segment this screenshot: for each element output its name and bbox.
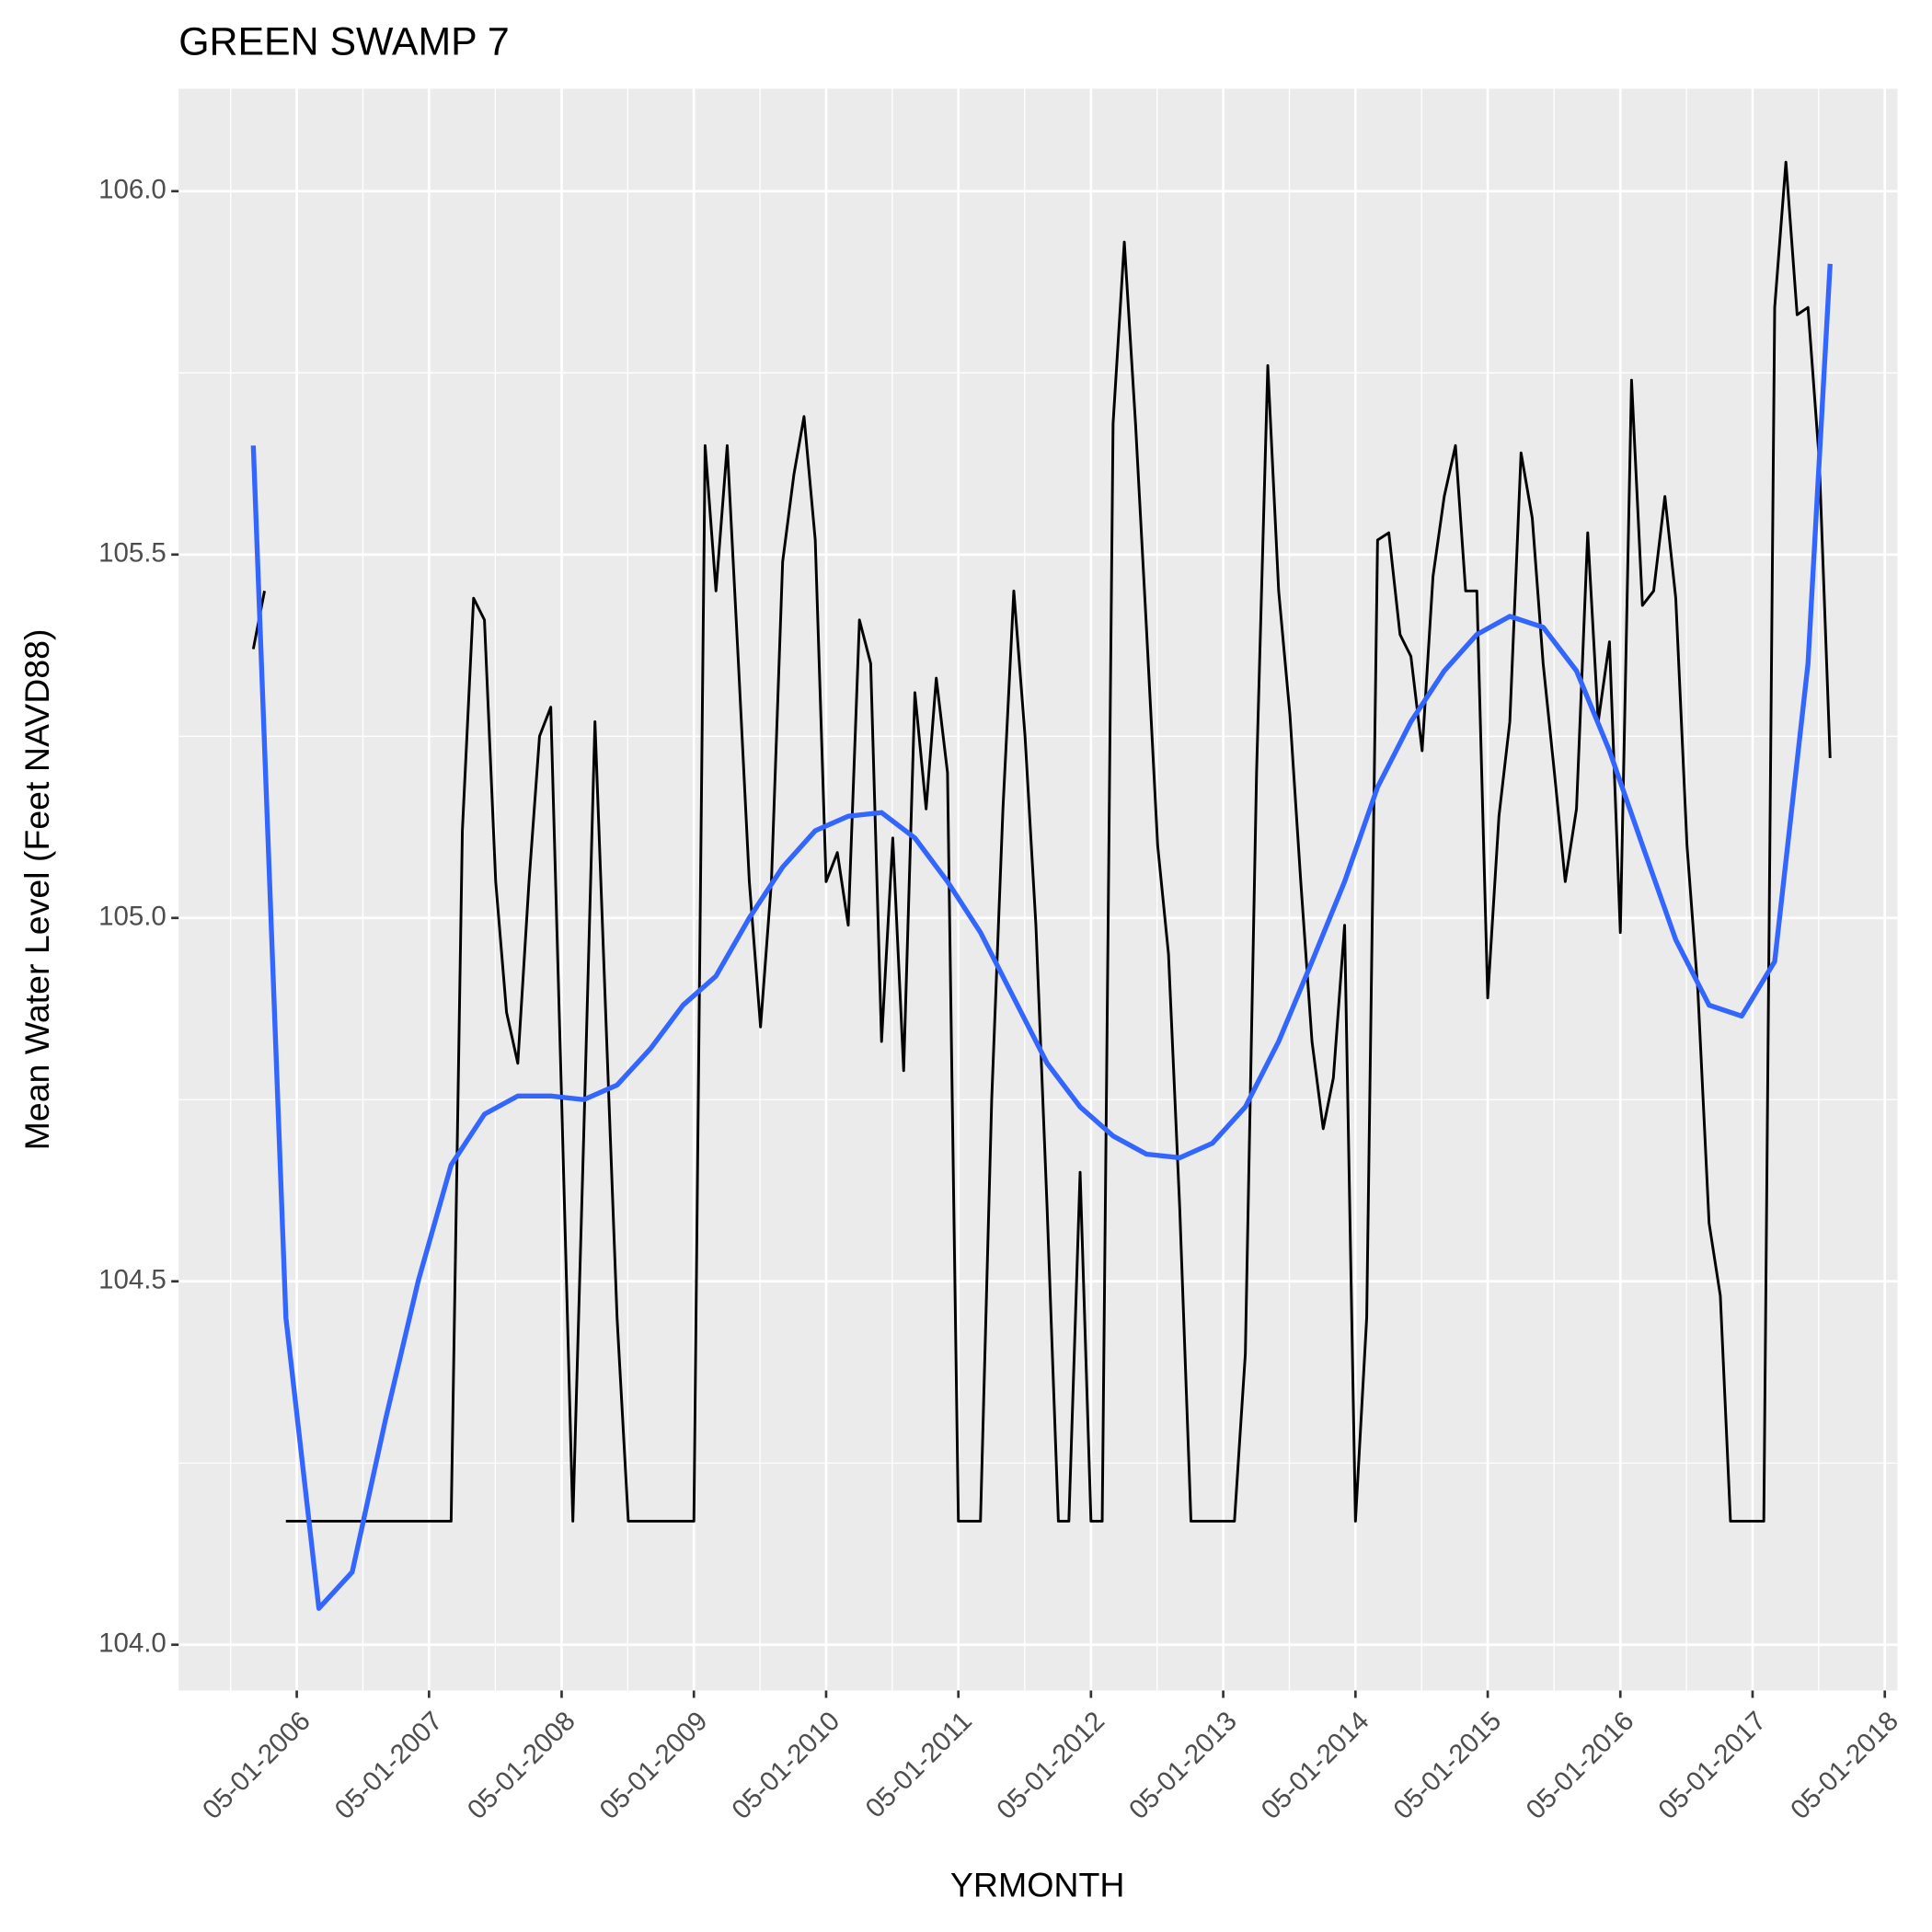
y-tick-label: 105.0	[98, 902, 167, 932]
y-axis-title: Mean Water Level (Feet NAVD88)	[17, 629, 56, 1151]
y-tick-label: 104.0	[98, 1628, 167, 1659]
chart-title: GREEN SWAMP 7	[178, 20, 510, 64]
x-axis-title: YRMONTH	[950, 1866, 1125, 1904]
smooth-line	[250, 263, 1833, 1611]
plot-panel	[178, 88, 1898, 1691]
marks	[250, 160, 1833, 1611]
y-tick-label: 105.5	[98, 538, 167, 569]
y-tick-label: 106.0	[98, 175, 167, 205]
y-tick-label: 104.5	[98, 1265, 167, 1295]
